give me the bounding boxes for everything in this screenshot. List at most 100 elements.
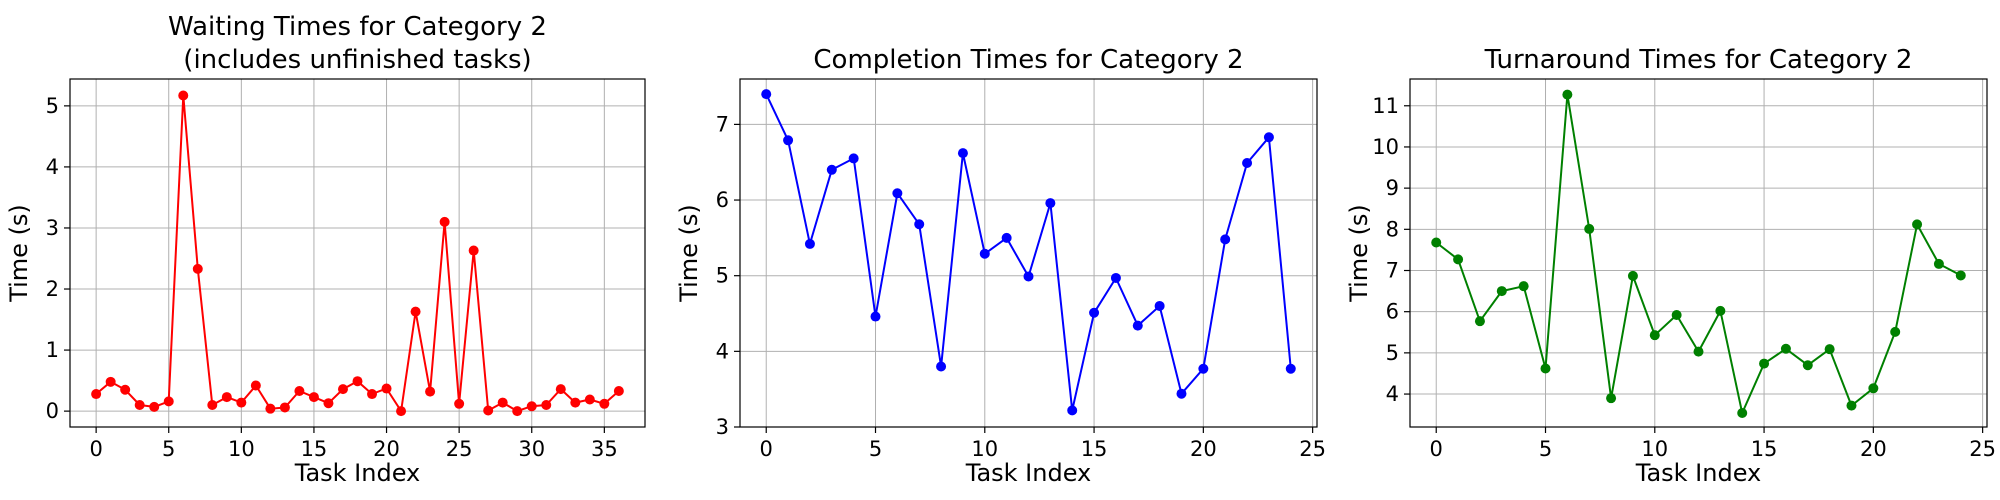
completion-data-point xyxy=(1285,363,1296,374)
turnaround-data-point xyxy=(1431,237,1442,248)
completion-data-point xyxy=(1023,271,1034,282)
waiting-data-point xyxy=(91,389,102,400)
turnaround-x-tick-label: 20 xyxy=(1860,437,1887,461)
turnaround-data-point xyxy=(1562,89,1573,100)
completion-data-point xyxy=(783,135,794,146)
turnaround-data-point xyxy=(1933,258,1944,269)
turnaround-x-axis-label: Task Index xyxy=(1635,459,1762,487)
completion-y-tick-label: 5 xyxy=(716,264,729,288)
waiting-x-tick-label: 30 xyxy=(518,437,545,461)
waiting-data-point xyxy=(265,403,276,414)
waiting-x-tick-label: 0 xyxy=(89,437,102,461)
turnaround-data-point xyxy=(1606,393,1617,404)
turnaround-y-tick-label: 10 xyxy=(1372,135,1399,159)
waiting-data-point xyxy=(236,397,247,408)
waiting-data-point xyxy=(468,245,479,256)
completion-data-point xyxy=(1089,307,1100,318)
completion-data-point xyxy=(1110,272,1121,283)
completion-data-point xyxy=(957,148,968,159)
waiting-data-point xyxy=(337,384,348,395)
turnaround-data-point xyxy=(1846,400,1857,411)
turnaround-series-line xyxy=(1435,93,1962,414)
turnaround-data-point xyxy=(1584,223,1595,234)
waiting-data-point xyxy=(497,397,508,408)
turnaround-y-tick-label: 7 xyxy=(1386,259,1399,283)
waiting-data-point xyxy=(149,401,160,412)
waiting-x-tick-label: 20 xyxy=(373,437,400,461)
waiting-x-tick-label: 35 xyxy=(591,437,618,461)
waiting-data-point xyxy=(425,386,436,397)
waiting-data-point xyxy=(163,396,174,407)
completion-data-point xyxy=(870,311,881,322)
waiting-data-point xyxy=(207,400,218,411)
waiting-x-tick-label: 15 xyxy=(301,437,328,461)
waiting-data-point xyxy=(584,394,595,405)
completion-data-point xyxy=(1132,320,1143,331)
completion-data-point xyxy=(804,238,815,249)
completion-data-point xyxy=(1176,388,1187,399)
turnaround-data-point xyxy=(1824,344,1835,355)
completion-x-axis-label: Task Index xyxy=(965,459,1092,487)
waiting-y-tick-label: 2 xyxy=(46,277,59,301)
waiting-series-line xyxy=(95,94,620,413)
turnaround-x-tick-label: 0 xyxy=(1430,437,1443,461)
turnaround-y-tick-label: 9 xyxy=(1386,176,1399,200)
completion-x-tick-label: 5 xyxy=(869,437,882,461)
completion-data-point xyxy=(892,188,903,199)
turnaround-data-point xyxy=(1627,270,1638,281)
completion-x-tick-label: 25 xyxy=(1299,437,1326,461)
waiting-x-tick-label: 10 xyxy=(228,437,255,461)
waiting-data-point xyxy=(352,376,363,387)
turnaround-data-point xyxy=(1518,281,1529,292)
waiting-data-point xyxy=(134,400,145,411)
waiting-times-panel: 0 5 10 15 20 25 30 35 0 1 2 3 4 5 Waiting Times for Ca… xyxy=(5,12,646,487)
completion-data-point xyxy=(826,164,837,175)
turnaround-y-tick-label: 6 xyxy=(1386,300,1399,324)
waiting-x-tick-label: 5 xyxy=(162,437,175,461)
turnaround-x-tick-label: 10 xyxy=(1641,437,1668,461)
waiting-data-point xyxy=(570,397,581,408)
completion-data-point xyxy=(1242,157,1253,168)
waiting-data-point xyxy=(613,385,624,396)
turnaround-data-point xyxy=(1693,346,1704,357)
turnaround-y-tick-label: 5 xyxy=(1386,341,1399,365)
completion-data-point xyxy=(914,219,925,230)
turnaround-data-point xyxy=(1496,286,1507,297)
turnaround-y-axis-label: Time (s) xyxy=(1345,204,1373,303)
completion-y-tick-label: 3 xyxy=(716,415,729,439)
waiting-chart-subtitle: (includes unfinished tasks) xyxy=(183,45,531,75)
turnaround-data-point xyxy=(1671,309,1682,320)
turnaround-data-point xyxy=(1912,219,1923,230)
waiting-data-point xyxy=(526,401,537,412)
waiting-data-point xyxy=(178,90,189,101)
waiting-data-point xyxy=(367,389,378,400)
turnaround-x-tick-label: 5 xyxy=(1539,437,1552,461)
turnaround-chart-title: Turnaround Times for Category 2 xyxy=(1484,45,1913,75)
turnaround-data-point xyxy=(1802,360,1813,371)
turnaround-data-point xyxy=(1955,270,1966,281)
turnaround-data-point xyxy=(1715,305,1726,316)
waiting-data-point xyxy=(192,263,203,274)
completion-y-tick-label: 4 xyxy=(716,339,729,363)
waiting-data-point xyxy=(308,392,319,403)
waiting-data-point xyxy=(555,384,566,395)
waiting-data-point xyxy=(410,306,421,317)
waiting-data-point xyxy=(541,400,552,411)
waiting-data-point xyxy=(512,406,523,417)
waiting-data-point xyxy=(599,398,610,409)
waiting-data-point xyxy=(221,392,232,403)
turnaround-data-point xyxy=(1737,407,1748,418)
completion-plot-frame xyxy=(739,78,1318,428)
turnaround-y-tick-label: 11 xyxy=(1372,94,1399,118)
waiting-data-point xyxy=(279,402,290,413)
turnaround-x-tick-label: 25 xyxy=(1969,437,1996,461)
completion-data-point xyxy=(1263,132,1274,143)
waiting-data-point xyxy=(250,380,261,391)
turnaround-times-panel: 0 5 10 15 20 25 4 5 6 7 8 9 10 11 Turnaround Times for… xyxy=(1345,45,1996,487)
turnaround-data-point xyxy=(1474,316,1485,327)
completion-data-point xyxy=(761,89,772,100)
waiting-plot-frame xyxy=(69,78,646,428)
turnaround-plot-frame xyxy=(1409,78,1988,428)
completion-x-tick-label: 20 xyxy=(1190,437,1217,461)
